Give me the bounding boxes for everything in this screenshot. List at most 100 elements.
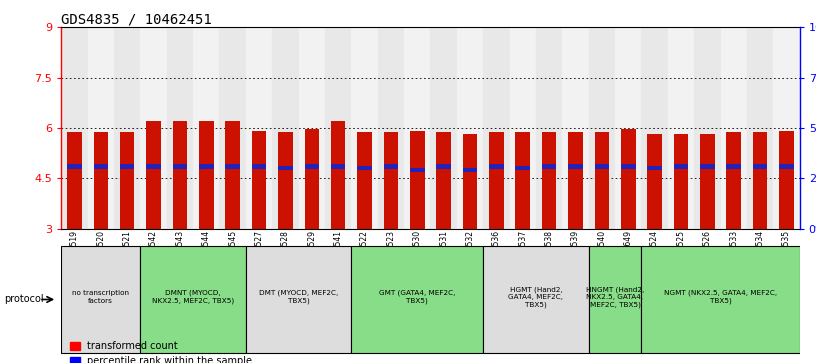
Bar [330,164,345,169]
Bar [615,27,641,229]
Bar [384,132,398,229]
Bar [357,132,372,229]
Bar [568,132,583,229]
Bar [299,27,325,229]
Text: protocol: protocol [4,294,44,305]
Bar [61,27,87,229]
Bar [595,132,609,229]
Bar [568,164,583,169]
Bar [779,131,794,229]
Bar [146,164,161,169]
Bar [357,166,372,171]
Bar [378,27,404,229]
Bar [140,27,166,229]
Bar [536,27,562,229]
Bar [140,245,246,354]
Text: DMNT (MYOCD,
NKX2.5, MEF2C, TBX5): DMNT (MYOCD, NKX2.5, MEF2C, TBX5) [152,290,234,304]
Bar [647,134,662,229]
Bar [199,121,214,229]
Bar [252,131,266,229]
Text: GMT (GATA4, MEF2C,
TBX5): GMT (GATA4, MEF2C, TBX5) [379,290,455,304]
Bar [483,27,509,229]
Bar [87,27,114,229]
Bar [246,245,352,354]
Bar [747,27,774,229]
Bar [542,132,557,229]
Bar [252,164,266,169]
Bar [700,164,715,169]
Bar [120,132,135,229]
Bar [114,27,140,229]
Bar [621,129,636,229]
Bar [753,132,767,229]
Bar [483,245,588,354]
Bar [595,164,609,169]
Bar [410,168,424,172]
Bar [94,164,108,169]
Bar [173,121,187,229]
Text: HNGMT (Hand2,
NKX2.5, GATA4,
MEF2C, TBX5): HNGMT (Hand2, NKX2.5, GATA4, MEF2C, TBX5… [586,286,644,308]
Text: GDS4835 / 10462451: GDS4835 / 10462451 [61,12,212,26]
Bar [94,132,108,229]
Bar [330,121,345,229]
Bar [325,27,352,229]
Text: HGMT (Hand2,
GATA4, MEF2C,
TBX5): HGMT (Hand2, GATA4, MEF2C, TBX5) [508,286,563,308]
Bar [173,164,187,169]
Bar [146,121,161,229]
Bar [352,245,483,354]
Bar [67,132,82,229]
Bar [509,27,536,229]
Bar [588,27,615,229]
Bar [437,164,451,169]
Bar [384,164,398,169]
Text: NGMT (NKX2.5, GATA4, MEF2C,
TBX5): NGMT (NKX2.5, GATA4, MEF2C, TBX5) [664,290,777,304]
Bar [641,27,667,229]
Bar [621,164,636,169]
Bar [61,245,140,354]
Bar [562,27,588,229]
Bar [352,27,378,229]
Bar [225,121,240,229]
Bar [542,164,557,169]
Bar [647,166,662,171]
Bar [246,27,273,229]
Bar [516,132,530,229]
Bar [410,131,424,229]
Bar [304,164,319,169]
Bar [674,164,688,169]
Bar [278,132,293,229]
Bar [726,132,741,229]
Bar [304,129,319,229]
Bar [721,27,747,229]
Bar [674,134,688,229]
Bar [437,132,451,229]
Bar [166,27,193,229]
Bar [779,164,794,169]
Bar [641,245,800,354]
Bar [404,27,430,229]
Bar [694,27,721,229]
Bar [463,168,477,172]
Bar [489,164,503,169]
Bar [489,132,503,229]
Bar [457,27,483,229]
Bar [273,27,299,229]
Bar [588,245,641,354]
Bar [120,164,135,169]
Bar [199,164,214,169]
Bar [753,164,767,169]
Bar [193,27,220,229]
Bar [225,164,240,169]
Bar [220,27,246,229]
Bar [667,27,694,229]
Bar [431,27,457,229]
Text: DMT (MYOCD, MEF2C,
TBX5): DMT (MYOCD, MEF2C, TBX5) [259,290,338,304]
Bar [774,27,800,229]
Bar [278,166,293,171]
Bar [516,166,530,171]
Bar [726,164,741,169]
Legend: transformed count, percentile rank within the sample: transformed count, percentile rank withi… [66,338,256,363]
Bar [700,134,715,229]
Text: no transcription
factors: no transcription factors [73,290,129,304]
Bar [67,164,82,169]
